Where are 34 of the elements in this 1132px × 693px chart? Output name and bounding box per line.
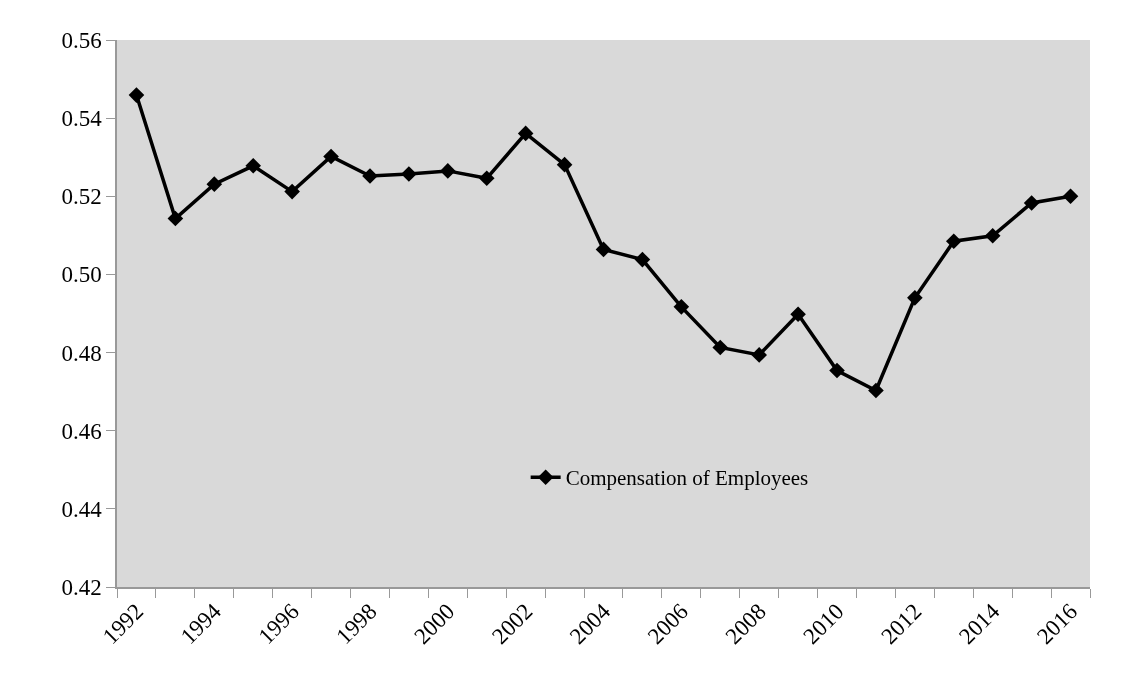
point: [829, 362, 845, 379]
y-tick-label: 0.46: [61, 418, 102, 444]
point: [362, 168, 378, 184]
point: [634, 251, 651, 268]
y-tick-label: 0.54: [61, 106, 103, 132]
point: [1023, 195, 1040, 211]
point: [712, 339, 729, 356]
point: [790, 306, 806, 323]
point: [478, 170, 495, 187]
point: [401, 166, 417, 182]
point: [556, 156, 573, 173]
y-tick-label: 0.48: [61, 340, 102, 366]
y-tick-label: 0.50: [61, 262, 102, 288]
point: [673, 299, 690, 315]
point: [284, 183, 300, 200]
point: [945, 233, 962, 250]
point: [245, 158, 262, 174]
point: [440, 163, 456, 179]
point: [595, 241, 612, 258]
point: [323, 148, 339, 165]
y-tick-label: 0.56: [61, 28, 102, 54]
legend-label: Compensation of Employees: [565, 466, 809, 491]
point: [167, 210, 184, 227]
point: [868, 382, 884, 399]
y-tick-label: 0.42: [61, 575, 102, 601]
y-tick-label: 0.44: [61, 496, 103, 522]
y-tick-label: 0.52: [61, 184, 102, 210]
point: [984, 227, 1001, 244]
point: [206, 176, 223, 192]
point: [128, 87, 145, 103]
point: [1062, 188, 1079, 205]
point: [751, 347, 767, 363]
point: [517, 125, 534, 142]
point: [907, 290, 923, 306]
